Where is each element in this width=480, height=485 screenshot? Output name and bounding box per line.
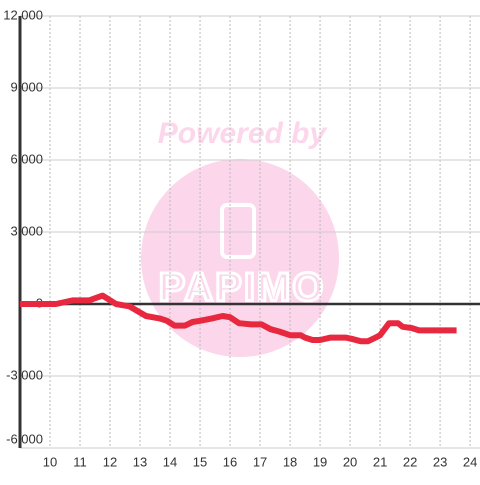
y-tick-label: 3,000 [10,223,43,238]
x-tick-label: 22 [403,454,417,469]
x-tick-label: 21 [373,454,387,469]
x-tick-label: 12 [103,454,117,469]
x-tick-label: 17 [253,454,267,469]
y-tick-label: 12,000 [3,7,43,22]
watermark-icon [220,203,256,259]
x-tick-label: 18 [283,454,297,469]
x-tick-label: 20 [343,454,357,469]
x-tick-label: 16 [223,454,237,469]
y-tick-label: -3,000 [6,367,43,382]
y-tick-label: 9,000 [10,79,43,94]
line [20,292,457,345]
watermark: Powered by PAPIMO [141,117,339,357]
x-tick-label: 19 [313,454,327,469]
y-tick-label: -6,000 [6,431,43,446]
x-tick-label: 15 [193,454,207,469]
x-tick-label: 11 [73,454,87,469]
x-tick-label: 23 [433,454,447,469]
watermark-title: Powered by [158,117,328,150]
x-tick-label: 14 [163,454,177,469]
x-tick-label: 24 [463,454,477,469]
x-tick-label: 10 [43,454,57,469]
x-tick-label: 13 [133,454,147,469]
y-tick-label: 6,000 [10,151,43,166]
